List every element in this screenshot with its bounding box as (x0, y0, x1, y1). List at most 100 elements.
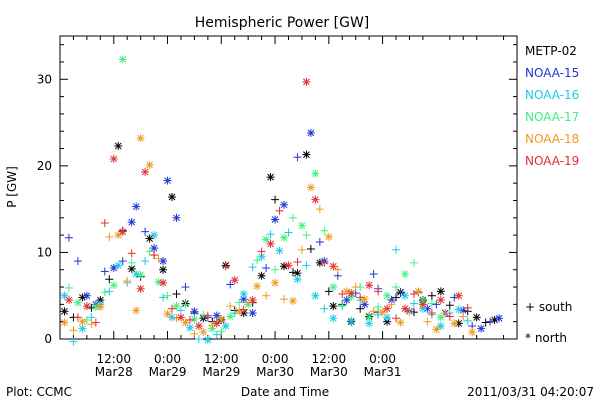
north-marker (78, 324, 87, 333)
south-marker (69, 337, 78, 346)
marker-stroke (186, 324, 194, 332)
north-marker (280, 262, 289, 271)
north-marker (82, 291, 91, 300)
marker-stroke (83, 292, 91, 300)
north-marker (311, 169, 320, 178)
marker-stroke (132, 307, 140, 314)
south-marker (226, 280, 235, 289)
north-marker (253, 282, 262, 291)
north-marker (136, 270, 145, 279)
marker-stroke (114, 231, 122, 239)
north-marker (311, 195, 320, 204)
north-marker (450, 319, 459, 328)
marker-stroke (347, 289, 355, 297)
north-marker (230, 276, 239, 285)
south-marker (244, 298, 253, 307)
south-marker (190, 329, 199, 338)
marker-stroke (415, 288, 422, 295)
marker-stroke (61, 307, 68, 315)
marker-stroke (401, 292, 409, 300)
marker-stroke (146, 161, 153, 169)
north-marker (150, 231, 159, 240)
x-tick-date-label: Mar28 (95, 365, 133, 379)
north-marker (159, 265, 168, 274)
south-marker (73, 313, 82, 322)
south-marker (445, 312, 454, 321)
north-marker (114, 231, 123, 240)
north-marker (495, 314, 504, 323)
south-marker (486, 317, 495, 326)
marker-stroke (213, 312, 221, 319)
south-marker (141, 227, 150, 236)
north-marker (347, 316, 356, 325)
marker-stroke (307, 129, 315, 137)
north-marker (159, 278, 168, 287)
south-marker (288, 268, 297, 277)
marker-stroke (298, 222, 306, 229)
north-marker (60, 318, 69, 327)
north-marker (329, 283, 338, 292)
south-marker (271, 195, 280, 204)
north-marker (114, 141, 123, 150)
north-marker (400, 304, 409, 313)
marker-stroke (365, 314, 373, 321)
north-marker (418, 300, 427, 309)
marker-stroke (110, 155, 118, 163)
north-marker (280, 233, 289, 242)
north-marker (64, 296, 73, 305)
marker-stroke (329, 314, 337, 322)
north-marker (163, 176, 172, 185)
marker-stroke (213, 320, 221, 327)
marker-stroke (119, 56, 127, 63)
south-marker (176, 306, 185, 315)
marker-stroke (437, 314, 445, 321)
marker-stroke (437, 322, 445, 330)
north-marker (118, 55, 127, 64)
south-marker (284, 228, 293, 237)
marker-stroke (473, 314, 481, 321)
north-marker (329, 314, 338, 323)
marker-stroke (137, 285, 145, 293)
south-marker (374, 310, 383, 319)
y-tick-label: 0 (44, 332, 52, 346)
marker-stroke (150, 244, 158, 252)
north-marker (293, 275, 302, 284)
marker-stroke (110, 281, 118, 289)
marker-stroke (267, 240, 274, 248)
north-marker (150, 244, 159, 253)
south-marker (203, 311, 212, 320)
marker-stroke (388, 296, 395, 304)
marker-stroke (96, 303, 104, 311)
x-tick-label: 12:00 (204, 352, 239, 366)
marker-stroke (303, 151, 310, 158)
y-tick-label: 10 (37, 245, 52, 259)
north-marker (176, 313, 185, 322)
marker-stroke (361, 301, 369, 308)
south-marker (374, 287, 383, 296)
marker-stroke (401, 305, 409, 313)
north-marker (436, 322, 445, 331)
marker-stroke (173, 302, 180, 310)
marker-stroke (177, 314, 185, 321)
south-marker (288, 213, 297, 222)
north-marker (383, 291, 392, 300)
legend-entry: NOAA-18 (525, 132, 579, 146)
south-marker (141, 257, 150, 266)
north-marker (190, 307, 199, 316)
marker-stroke (365, 320, 373, 327)
marker-stroke (294, 275, 301, 283)
north-marker (436, 287, 445, 296)
north-marker (127, 218, 136, 227)
north-marker (132, 306, 141, 315)
south-marker (69, 326, 78, 335)
north-marker (414, 287, 423, 296)
north-marker (73, 298, 82, 307)
legend-entry: NOAA-17 (525, 110, 579, 124)
south-marker (73, 257, 82, 266)
south-marker (262, 264, 271, 273)
north-marker (181, 318, 190, 327)
south-marker (105, 287, 114, 296)
south-marker (423, 317, 432, 326)
north-marker (477, 324, 486, 333)
